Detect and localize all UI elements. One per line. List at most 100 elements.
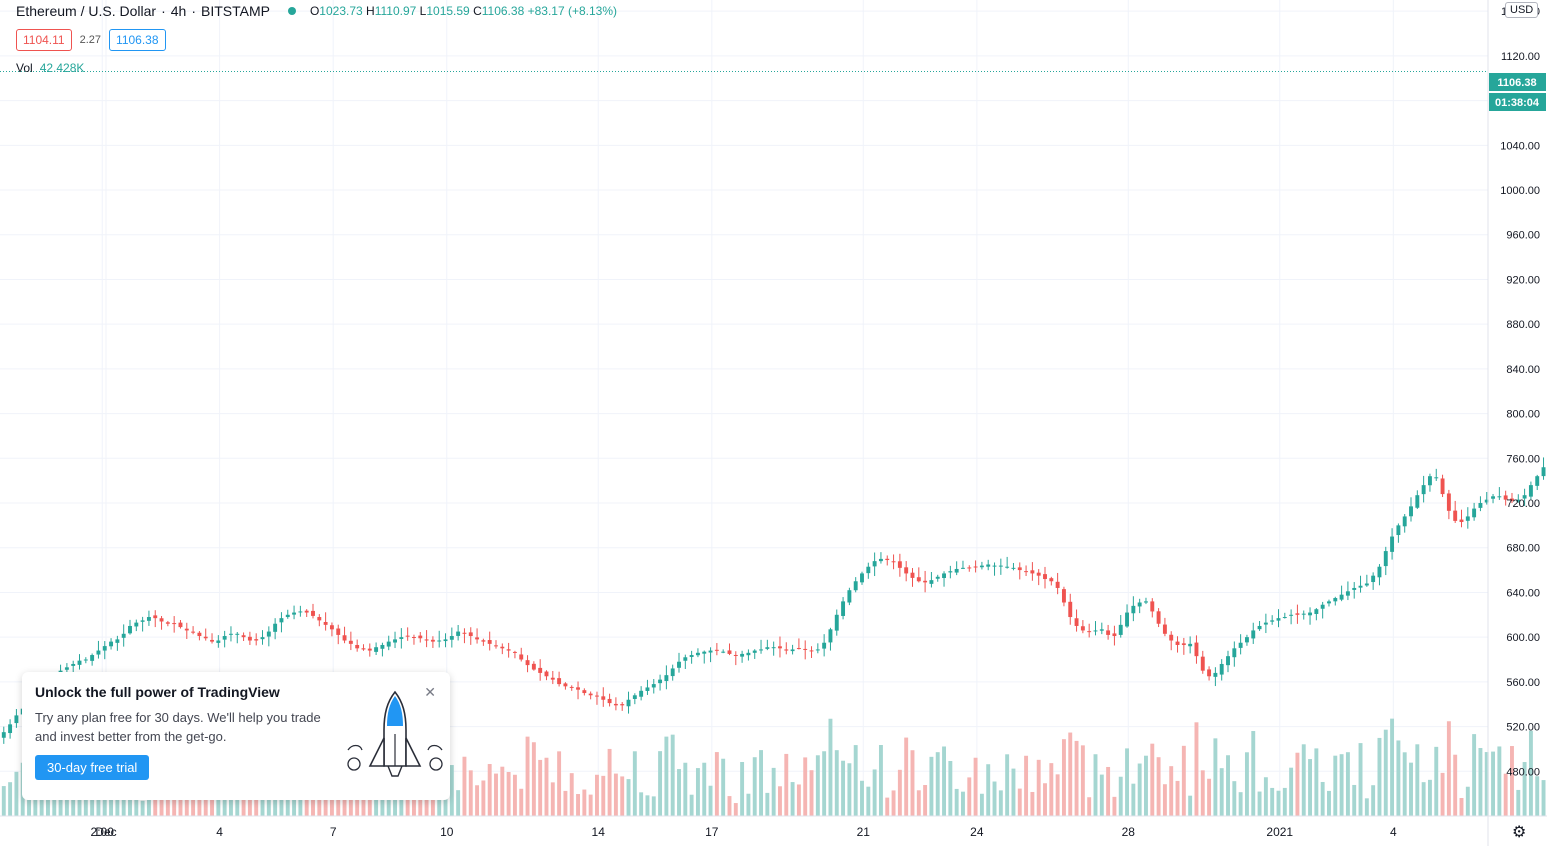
candle-body xyxy=(695,652,700,656)
exchange-label: BITSTAMP xyxy=(200,3,270,19)
candle-body xyxy=(1465,516,1470,521)
candle-body xyxy=(847,590,852,603)
close-value: 1106.38 xyxy=(481,4,525,18)
volume-bar xyxy=(809,770,814,816)
candle-body xyxy=(569,686,574,688)
candle-body xyxy=(954,568,959,573)
candle-body xyxy=(708,650,713,653)
candle-body xyxy=(778,646,782,649)
volume-bar xyxy=(254,794,259,816)
volume-bar xyxy=(430,792,435,816)
volume-bar xyxy=(557,751,562,816)
volume-bar xyxy=(904,737,909,816)
symbol-name[interactable]: Ethereum / U.S. Dollar xyxy=(16,3,157,19)
volume-bar xyxy=(834,750,839,816)
candle-body xyxy=(210,639,214,642)
candle-body xyxy=(677,661,681,668)
volume-bar xyxy=(601,775,606,816)
free-trial-button[interactable]: 30-day free trial xyxy=(35,755,150,780)
volume-bar xyxy=(860,780,864,816)
candle-body xyxy=(134,622,139,627)
candle-body xyxy=(1011,567,1016,569)
candle-body xyxy=(803,648,808,650)
volume-bar xyxy=(1181,745,1186,816)
candle-body xyxy=(601,696,606,700)
time-tick-label: 14 xyxy=(592,825,606,839)
settings-gear-icon[interactable]: ⚙ xyxy=(1512,824,1527,841)
volume-bar xyxy=(613,773,618,816)
candle-body xyxy=(1232,648,1237,658)
candle-body xyxy=(140,620,145,622)
volume-bar xyxy=(405,798,410,816)
price-tick-label: 1120.00 xyxy=(1501,51,1540,63)
volume-bar xyxy=(878,745,883,816)
volume-bar xyxy=(1484,752,1489,816)
candle-body xyxy=(304,610,309,613)
candle-body xyxy=(1289,614,1294,616)
volume-bar xyxy=(1352,784,1357,816)
volume-bar xyxy=(670,734,675,816)
volume-bar xyxy=(1194,722,1199,816)
volume-bar xyxy=(1251,731,1256,816)
volume-bar xyxy=(733,803,738,816)
volume-bar xyxy=(1516,789,1521,816)
volume-bar xyxy=(651,796,656,816)
candle-body xyxy=(1282,617,1287,619)
interval-label[interactable]: 4h xyxy=(170,3,187,19)
candle-body xyxy=(1074,618,1079,626)
ohlc-values: O1023.73 H1110.97 L1015.59 C1106.38 +83.… xyxy=(310,4,617,18)
volume-bar xyxy=(1383,729,1388,816)
candle-body xyxy=(235,633,240,635)
sell-price-button[interactable]: 1104.11 xyxy=(16,29,72,51)
candle-body xyxy=(481,640,486,642)
candle-body xyxy=(702,651,707,654)
currency-button[interactable]: USD xyxy=(1505,2,1539,18)
candle-body xyxy=(506,649,511,651)
candle-body xyxy=(393,639,397,643)
volume-bar xyxy=(1339,754,1344,816)
candle-body xyxy=(784,649,789,651)
candle-body xyxy=(115,639,120,643)
volume-bar xyxy=(1301,744,1306,816)
candle-body xyxy=(834,614,839,631)
candle-body xyxy=(607,698,612,704)
price-axis: 480.00 520.00 560.00 600.00 640.00 680.00 720.… xyxy=(1500,6,1540,778)
candle-body xyxy=(77,660,82,665)
time-tick-label: 4 xyxy=(1390,825,1397,839)
volume-bar xyxy=(1232,781,1237,816)
market-status-icon[interactable] xyxy=(287,7,296,15)
price-tick-label: 1000.00 xyxy=(1500,185,1540,197)
volume-bar xyxy=(443,793,448,816)
volume-bar xyxy=(847,763,852,816)
close-icon[interactable]: ✕ xyxy=(424,684,436,700)
low-value: 1015.59 xyxy=(426,4,470,18)
candle-body xyxy=(1,732,6,738)
candle-body xyxy=(727,650,732,654)
candle-body xyxy=(1541,467,1546,477)
volume-bar xyxy=(1049,763,1054,816)
volume-bar xyxy=(658,751,663,816)
volume-bar xyxy=(891,790,896,816)
candle-body xyxy=(1295,613,1300,615)
volume-bar xyxy=(1364,798,1369,816)
price-tick-label: 560.00 xyxy=(1506,677,1540,689)
volume-bar xyxy=(1150,743,1155,816)
candlesticks xyxy=(1,457,1546,744)
candle-body xyxy=(1125,612,1129,627)
volume-bar xyxy=(765,792,770,816)
candle-body xyxy=(1434,477,1439,479)
volume-bar xyxy=(948,760,953,816)
candle-body xyxy=(746,652,751,656)
candle-body xyxy=(1390,536,1395,552)
buy-price-button[interactable]: 1106.38 xyxy=(109,29,166,51)
candle-body xyxy=(1238,642,1243,648)
volume-bar xyxy=(815,755,820,816)
volume-bar xyxy=(1440,772,1445,816)
volume-bar xyxy=(1093,754,1098,816)
candle-body xyxy=(1099,629,1104,631)
candle-body xyxy=(456,631,461,636)
volume-bar xyxy=(828,718,833,816)
volume-key[interactable]: Vol xyxy=(16,61,33,75)
candle-body xyxy=(348,640,353,644)
volume-bar xyxy=(1068,732,1073,816)
